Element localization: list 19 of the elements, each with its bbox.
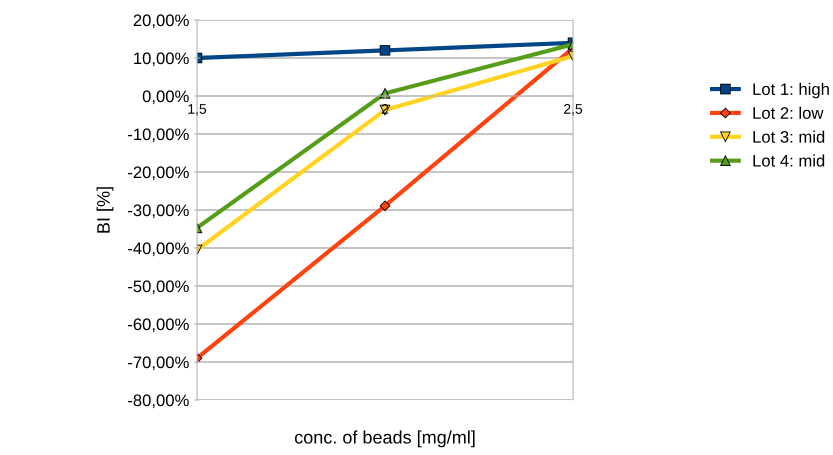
y-tick-label: -70,00%: [128, 356, 189, 370]
y-tick-label: -20,00%: [128, 166, 189, 180]
y-tick-label: 20,00%: [134, 14, 189, 28]
y-axis-title: BI [%]: [96, 187, 114, 233]
y-tick-label: -80,00%: [128, 394, 189, 408]
legend-label: Lot 2: low: [753, 106, 824, 119]
y-tick-label: 10,00%: [134, 52, 189, 66]
y-tick-label: 0,00%: [142, 90, 189, 104]
y-tick-label: -40,00%: [128, 242, 189, 256]
legend-label: Lot 3: mid: [753, 130, 824, 143]
x-tick-label: 2,5: [564, 104, 582, 116]
legend-label: Lot 1: high: [753, 82, 829, 98]
legend-label: Lot 4: mid: [753, 154, 824, 167]
y-tick-label: -60,00%: [128, 318, 189, 332]
y-tick-label: -50,00%: [128, 280, 189, 294]
y-tick-label: -30,00%: [128, 204, 189, 218]
x-axis-title: conc. of beads [mg/ml]: [294, 430, 475, 448]
x-tick-label: 1,5: [188, 104, 206, 116]
y-tick-label: -10,00%: [128, 128, 189, 142]
